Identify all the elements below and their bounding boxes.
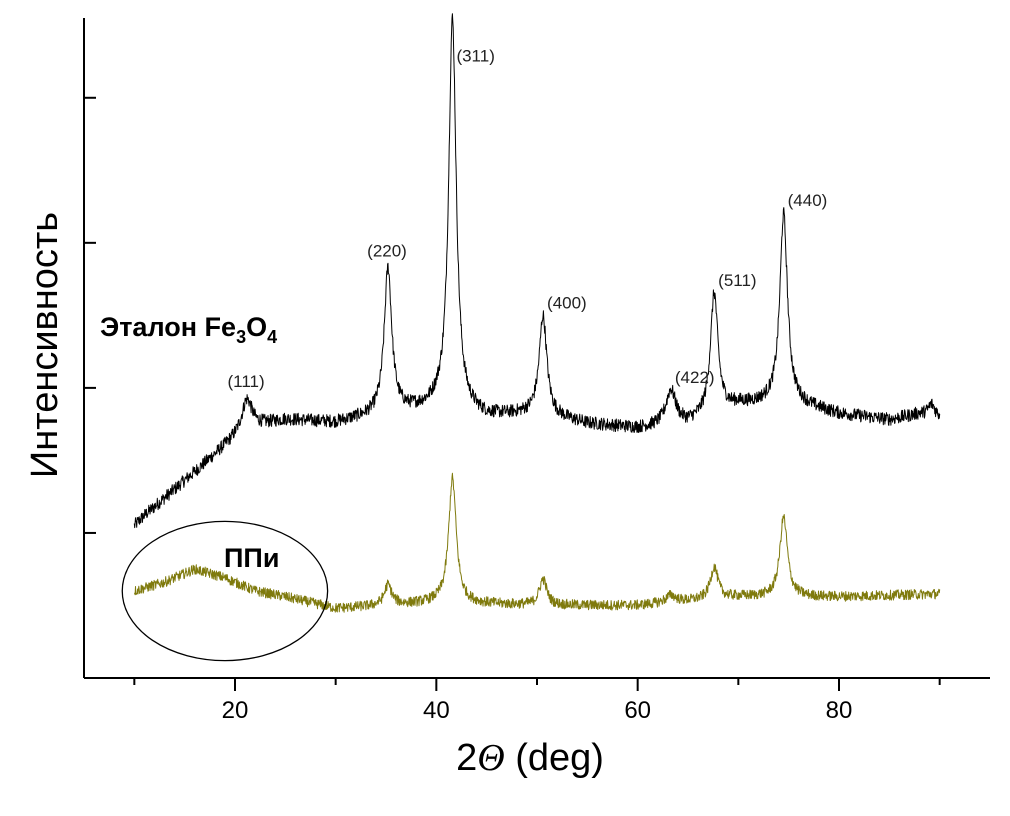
x-tick-label: 20 — [222, 697, 249, 724]
peak-label: (311) — [456, 46, 494, 65]
series-label-reference-mid: O — [246, 312, 267, 342]
peak-label: (511) — [718, 271, 756, 290]
series-label-reference-sub2: 4 — [267, 327, 277, 347]
peak-label: (422) — [675, 368, 715, 387]
series-label-sample: ППи — [224, 543, 279, 573]
x-axis-label-prefix: 2 — [456, 737, 477, 779]
series-label-reference: Эталон Fe3O4 — [100, 312, 277, 347]
x-axis-label: 2Θ (deg) — [456, 737, 604, 779]
chart-annotations: (111) (220) (311) (400) (422) (511) (440) — [121, 46, 828, 662]
x-tick-label: 60 — [624, 697, 651, 724]
peak-label: (440) — [788, 191, 828, 210]
x-tick-label: 40 — [423, 697, 450, 724]
x-axis-label-unit: (deg) — [505, 737, 604, 779]
x-axis-label-symbol: Θ — [477, 737, 504, 779]
series-line-0 — [133, 13, 941, 529]
series-label-reference-sub1: 3 — [236, 327, 246, 347]
series-line-1 — [133, 472, 941, 613]
highlight-ellipse — [121, 520, 329, 662]
y-axis-label: Интенсивность — [24, 212, 66, 478]
peak-label: (111) — [227, 372, 264, 391]
x-tick-label: 80 — [826, 697, 853, 724]
peak-label: (220) — [367, 242, 407, 261]
peak-label: (400) — [547, 294, 587, 313]
series-label-reference-main: Эталон Fe — [100, 312, 236, 342]
chart-axes: 20 40 60 80 — [83, 18, 990, 724]
series-layer — [133, 13, 941, 613]
